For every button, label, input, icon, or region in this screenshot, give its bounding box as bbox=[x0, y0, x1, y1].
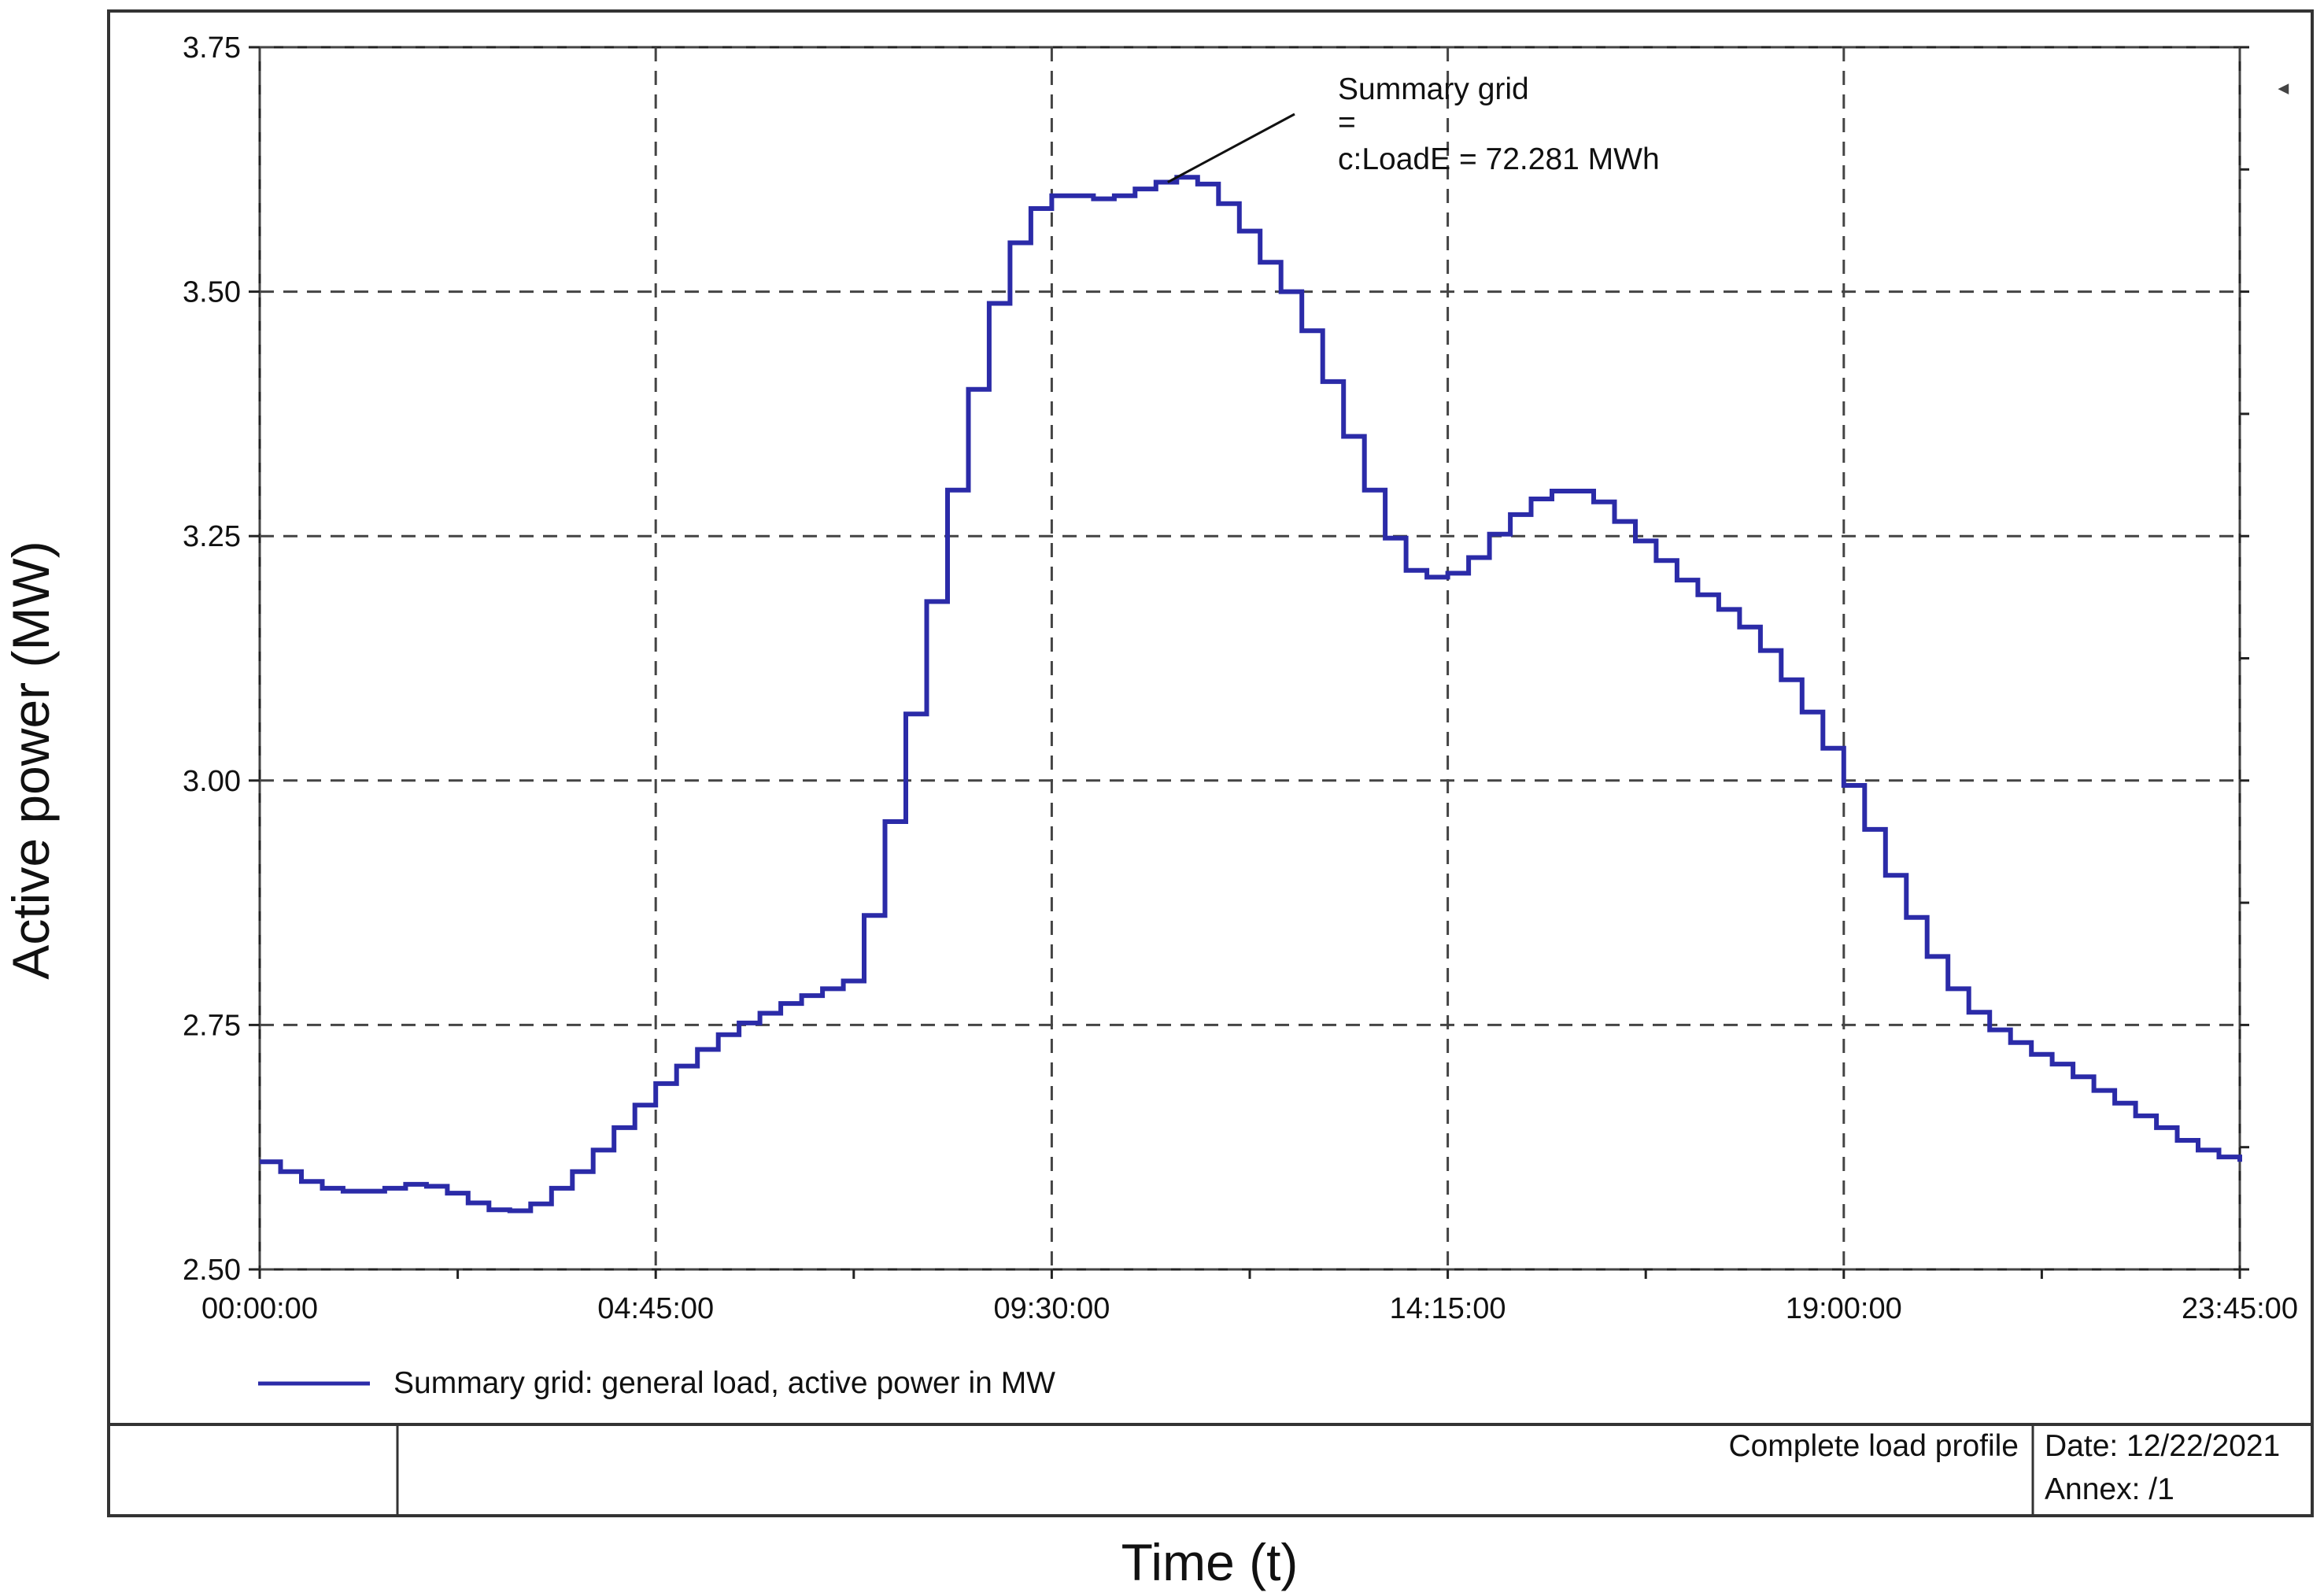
chart-frame bbox=[107, 9, 2314, 1517]
series-layer bbox=[260, 175, 2242, 1214]
y-tick-label: 3.50 bbox=[183, 276, 241, 309]
x-tick-label: 14:15:00 bbox=[1390, 1292, 1506, 1325]
legend-label: Summary grid: general load, active power… bbox=[393, 1366, 1055, 1400]
y-tick-label: 3.00 bbox=[183, 765, 241, 798]
footer-date: Date: 12/22/2021 bbox=[2045, 1429, 2280, 1463]
x-tick-label: 00:00:00 bbox=[201, 1292, 318, 1325]
y-axis-ticks: 2.50 2.75 3.00 3.25 3.50 3.75 bbox=[183, 31, 2249, 1287]
series-line bbox=[260, 175, 2242, 1214]
footer-title: Complete load profile bbox=[1728, 1429, 2019, 1463]
y-tick-label: 2.75 bbox=[183, 1009, 241, 1042]
annotation-line-2: = bbox=[1338, 105, 1356, 139]
x-axis-label: Time (t) bbox=[1121, 1533, 1299, 1591]
annotation-leader-line bbox=[1167, 113, 1295, 183]
y-axis-label: Active power (MW) bbox=[2, 541, 60, 979]
y-tick-label: 2.50 bbox=[183, 1254, 241, 1287]
annotation-line-3: c:LoadE = 72.281 MWh bbox=[1338, 142, 1660, 176]
annotation-line-1: Summary grid bbox=[1338, 72, 1529, 106]
x-tick-label: 19:00:00 bbox=[1786, 1292, 1902, 1325]
x-tick-label: 09:30:00 bbox=[993, 1292, 1110, 1325]
grid bbox=[258, 46, 2241, 1271]
y-tick-label: 3.25 bbox=[183, 520, 241, 553]
footer-annex: Annex: /1 bbox=[2045, 1472, 2174, 1506]
y-tick-label: 3.75 bbox=[183, 31, 241, 65]
x-axis-ticks: 00:00:00 04:45:00 09:30:00 14:15:00 19:00:00… bbox=[201, 1269, 2298, 1325]
x-tick-label: 23:45:00 bbox=[2182, 1292, 2298, 1325]
corner-marker-icon: ▲ bbox=[2274, 83, 2291, 94]
x-tick-label: 04:45:00 bbox=[597, 1292, 714, 1325]
